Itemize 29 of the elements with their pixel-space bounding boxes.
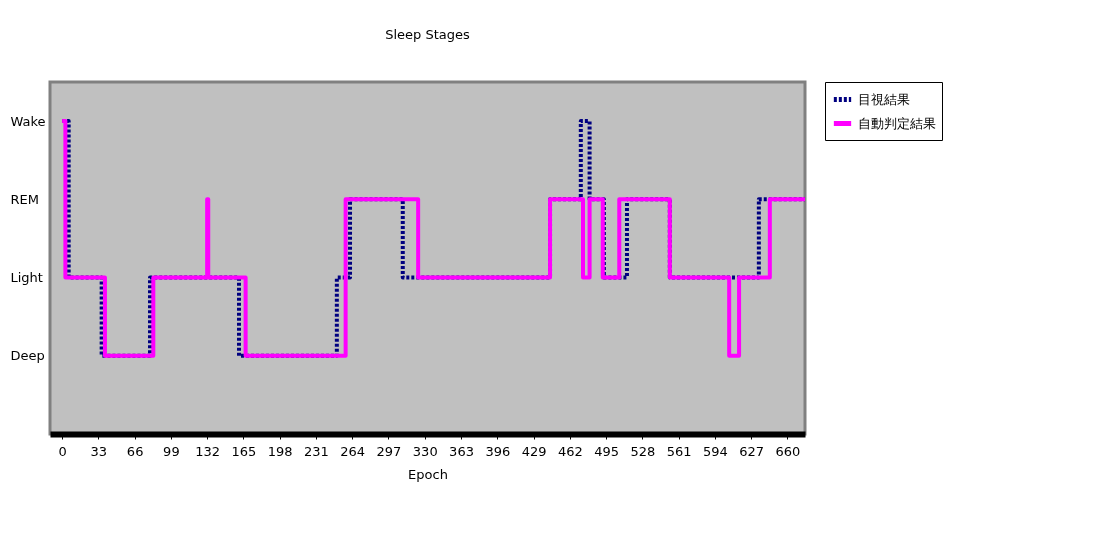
text: Deep	[10, 348, 45, 364]
x-tick-label: 396	[485, 443, 511, 459]
x-tick-label: 462	[557, 443, 583, 459]
x-tick-label: 132	[195, 443, 221, 459]
x-tick-label: 66	[126, 443, 144, 459]
text: Light	[10, 270, 43, 286]
x-tick-label: 0	[58, 443, 67, 459]
text: Wake	[10, 113, 46, 129]
x-tick-label: 99	[163, 443, 180, 459]
x-tick-label: 627	[739, 443, 765, 459]
x-tick-label: 363	[449, 443, 474, 459]
x-tick-label: 198	[267, 443, 293, 459]
x-tick-label: 528	[630, 443, 656, 459]
legend-label: 自動判定結果	[858, 115, 936, 131]
text: REM	[10, 191, 39, 207]
x-tick-label: 231	[304, 443, 329, 459]
x-tick-label: 495	[594, 443, 619, 459]
x-tick-label: 561	[666, 443, 692, 459]
x-tick-label: 297	[376, 443, 402, 459]
x-tick-label: 165	[231, 443, 257, 459]
x-axis-title: Epoch	[408, 466, 448, 482]
x-tick-label: 33	[90, 443, 108, 459]
x-tick-label: 330	[412, 443, 438, 459]
x-tick-label: 264	[340, 443, 366, 459]
x-tick-label: 594	[702, 443, 728, 459]
x-tick-label: 429	[521, 443, 547, 459]
legend-label: 目視結果	[858, 91, 910, 107]
x-tick-label: 660	[775, 443, 801, 459]
chart-title: Sleep Stages	[385, 26, 471, 42]
